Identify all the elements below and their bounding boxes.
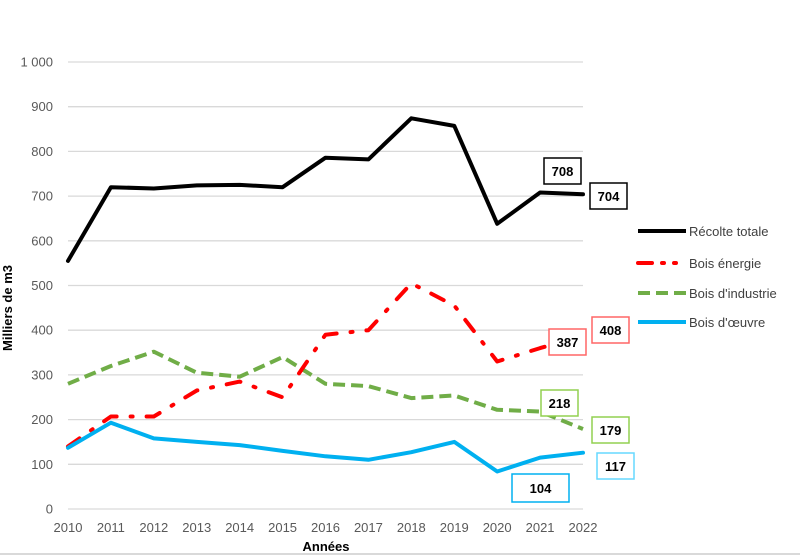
y-tick-label: 800	[31, 144, 53, 159]
x-tick-label: 2014	[225, 520, 254, 535]
data-label: 708	[552, 164, 574, 179]
series-line-0	[66, 116, 585, 263]
y-tick-label: 100	[31, 457, 53, 472]
x-tick-label: 2019	[440, 520, 469, 535]
y-axis-ticks: 0 100 200 300 400 500 600 700 800 900 1 000	[20, 55, 53, 517]
x-tick-label: 2011	[97, 520, 125, 535]
series-line-1	[66, 281, 585, 449]
data-label: 117	[605, 459, 626, 474]
legend-label: Bois énergie	[689, 256, 761, 271]
x-tick-label: 2017	[354, 520, 383, 535]
x-tick-label: 2016	[311, 520, 340, 535]
x-tick-label: 2010	[54, 520, 83, 535]
y-tick-label: 900	[31, 99, 53, 114]
y-tick-label: 400	[31, 323, 53, 338]
data-label-box	[591, 416, 630, 444]
x-tick-label: 2015	[268, 520, 297, 535]
y-tick-label: 1 000	[20, 55, 53, 70]
data-label: 387	[557, 335, 579, 350]
y-tick-label: 300	[31, 367, 53, 382]
data-label-box	[548, 328, 587, 356]
data-label-box	[511, 473, 570, 503]
legend-label: Bois d'œuvre	[689, 315, 765, 330]
data-label: 218	[549, 396, 571, 411]
x-axis-ticks: 2010 2011 2012 2013 2014 2015 2016 2017 2018 2019…	[54, 520, 598, 535]
x-tick-label: 2018	[397, 520, 426, 535]
data-labels: 708 704 387 408 218 179 104 117	[511, 157, 635, 503]
y-tick-label: 700	[31, 189, 53, 204]
data-label: 408	[600, 323, 622, 338]
data-label-box	[589, 182, 628, 210]
x-tick-label: 2021	[526, 520, 555, 535]
data-label-box	[540, 389, 579, 417]
x-tick-label: 2020	[483, 520, 512, 535]
y-tick-label: 600	[31, 233, 53, 248]
data-label: 104	[530, 481, 552, 496]
legend-label: Récolte totale	[689, 224, 769, 239]
y-tick-label: 200	[31, 412, 53, 427]
legend-label: Bois d'industrie	[689, 286, 777, 301]
bottom-divider	[0, 553, 800, 555]
y-axis-title: Milliers de m3	[0, 265, 15, 351]
data-label-box	[543, 157, 582, 185]
gridlines	[68, 61, 583, 510]
x-tick-label: 2012	[139, 520, 168, 535]
data-label-box	[596, 452, 635, 480]
x-tick-label: 2013	[182, 520, 211, 535]
x-tick-label: 2022	[569, 520, 598, 535]
y-tick-label: 0	[46, 502, 53, 517]
x-axis-title: Années	[303, 539, 350, 554]
y-tick-label: 500	[31, 278, 53, 293]
legend: Récolte totale Bois énergie Bois d'industr…	[636, 224, 777, 330]
data-label: 179	[600, 423, 622, 438]
series-lines	[66, 116, 585, 474]
data-label-box	[591, 316, 630, 344]
data-label: 704	[598, 189, 620, 204]
